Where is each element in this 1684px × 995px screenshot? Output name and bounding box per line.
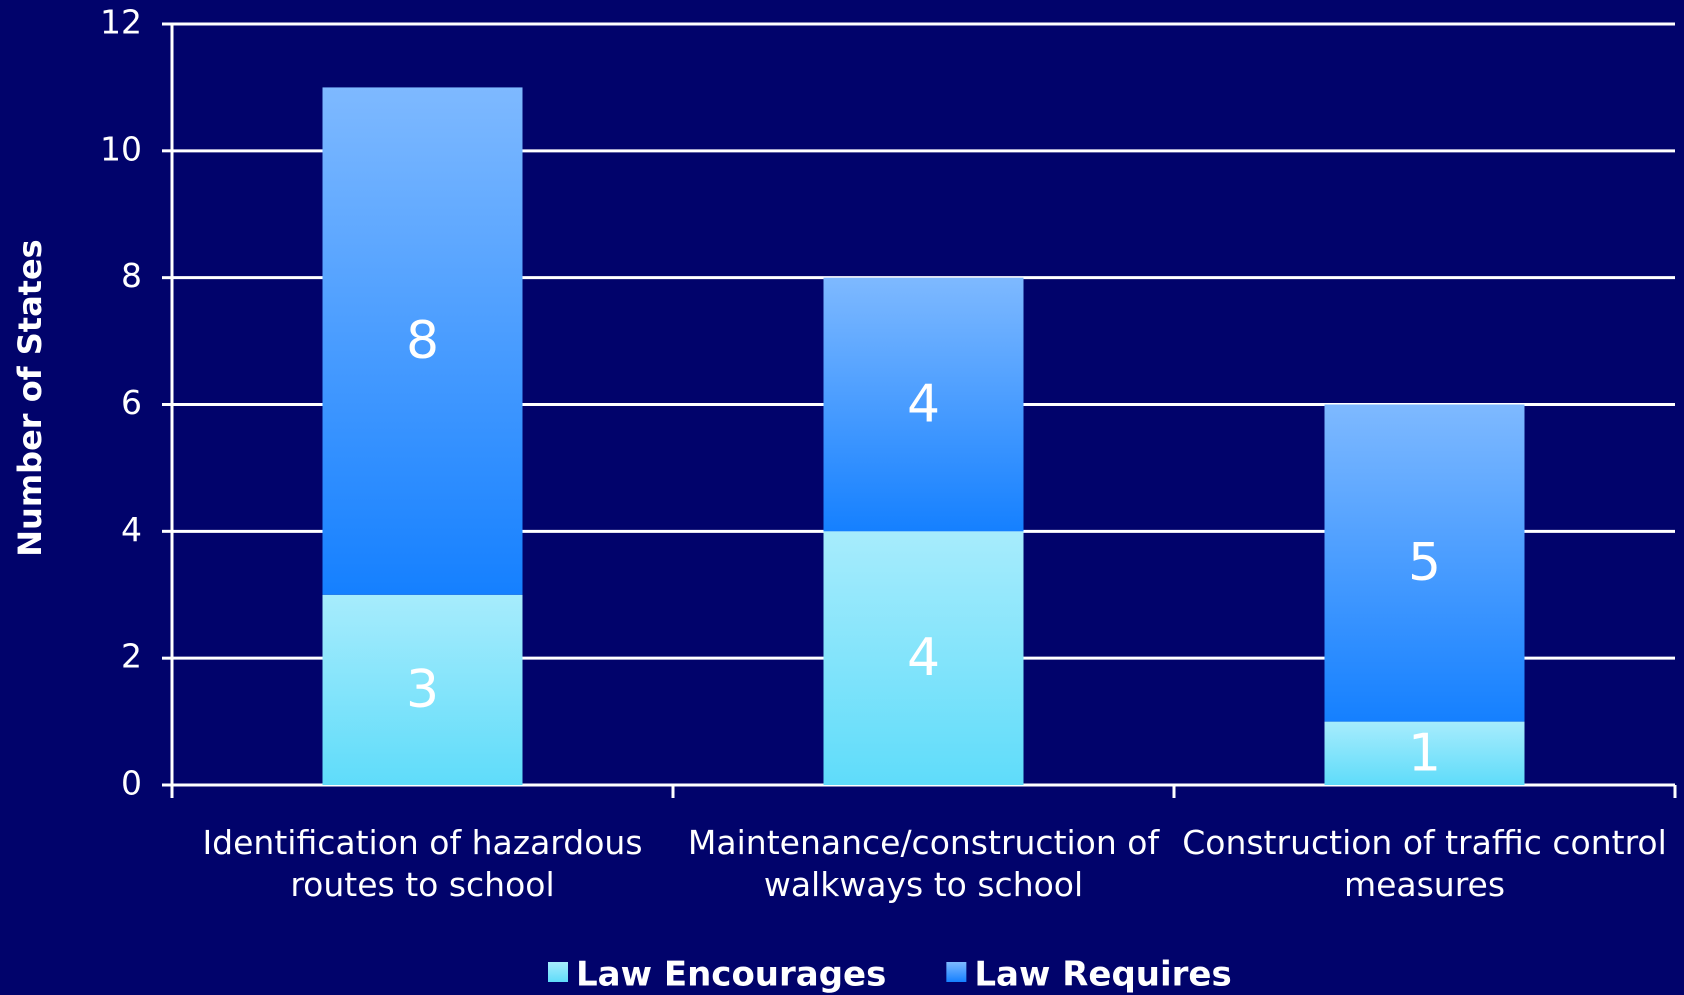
x-tick-label: Identification of hazardous routes to sc…	[202, 823, 643, 904]
bar-segment	[823, 277, 1024, 532]
legend-swatch	[548, 962, 568, 982]
y-tick-label: 8	[121, 256, 142, 295]
value-label: 1	[1408, 723, 1441, 783]
legend-label: Law Requires	[974, 955, 1231, 995]
bar-segment	[823, 531, 1024, 785]
value-label: 8	[406, 311, 439, 371]
value-label: 4	[907, 375, 940, 435]
value-label: 3	[406, 660, 439, 720]
x-tick-label: Maintenance/construction of walkways to …	[687, 823, 1160, 904]
legend-label: Law Encourages	[576, 955, 886, 995]
y-tick-label: 2	[121, 637, 142, 676]
legend-swatch	[946, 962, 967, 982]
y-tick-label: 10	[100, 129, 142, 168]
y-tick-label: 4	[121, 510, 142, 549]
y-tick-label: 6	[121, 383, 142, 422]
bar-segment	[1324, 404, 1525, 722]
bar-segment	[1324, 721, 1525, 785]
x-tick-label: Construction of traffic control measures	[1182, 823, 1667, 904]
y-axis-title: Number of States	[11, 239, 49, 556]
bar-segment	[322, 87, 523, 595]
y-tick-label: 0	[121, 764, 142, 803]
bar-segment	[322, 594, 523, 785]
value-label: 5	[1408, 533, 1441, 593]
y-tick-label: 12	[100, 3, 142, 42]
value-label: 4	[907, 628, 940, 688]
